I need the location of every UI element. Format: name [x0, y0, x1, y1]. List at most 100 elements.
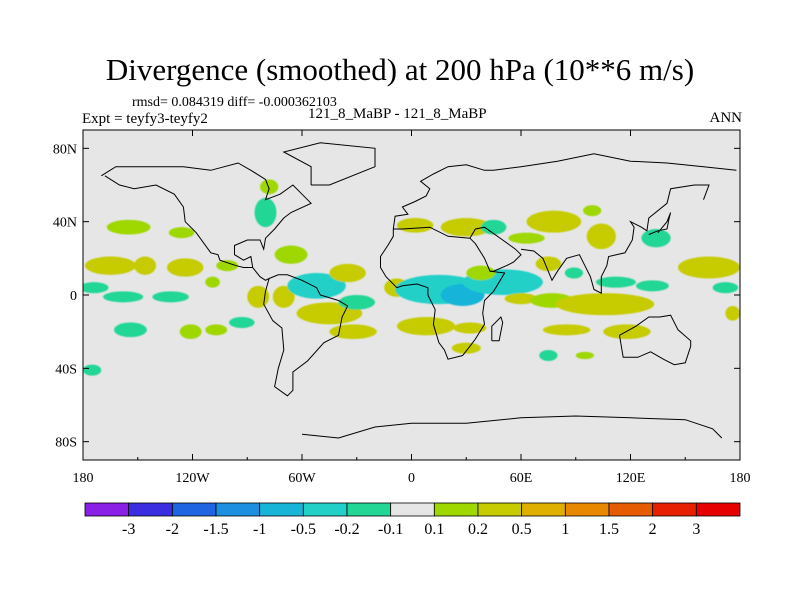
coastline — [520, 184, 710, 295]
colorbar-swatch — [84, 502, 130, 517]
colorbar-label: -2 — [166, 521, 179, 538]
colorbar-swatch — [433, 502, 479, 517]
colorbar-swatch — [390, 502, 435, 517]
anomaly-contour — [595, 276, 636, 288]
anomaly-contour — [635, 280, 669, 292]
anomaly-contour — [586, 223, 616, 250]
anomaly-contour — [480, 219, 507, 235]
anomaly-contour — [260, 179, 279, 195]
x-tick-label: 120E — [616, 471, 646, 486]
anomaly-contour — [466, 265, 496, 281]
colorbar-label: 0.1 — [424, 521, 444, 538]
anomaly-contour — [152, 291, 189, 303]
anomaly-contour — [583, 205, 602, 217]
anomaly-contour — [641, 229, 671, 248]
colorbar-swatch — [521, 502, 566, 517]
coastline — [263, 274, 349, 397]
y-tick-label: 80N — [53, 142, 77, 157]
anomaly-contour — [451, 342, 481, 354]
case-label: 121_8_MaBP - 121_8_MaBP — [308, 106, 487, 122]
coastline — [104, 175, 253, 268]
anomaly-contour — [84, 256, 136, 275]
experiment-label: Expt = teyfy3-teyfy2 — [82, 111, 208, 127]
chart-title: Divergence (smoothed) at 200 hPa (10**6 … — [105, 52, 695, 87]
colorbar-label: 1 — [561, 521, 569, 538]
x-tick-label: 180 — [73, 471, 94, 486]
colorbar-label: -0.1 — [378, 521, 403, 538]
coastline — [392, 153, 737, 230]
anomaly-contour — [254, 197, 277, 228]
anomaly-contour — [329, 263, 366, 283]
colorbar-label: 1.5 — [599, 521, 619, 538]
anomaly-contour — [396, 218, 434, 233]
anomaly-contour — [677, 256, 740, 279]
anomaly-contour — [725, 306, 740, 321]
anomaly-contour — [287, 273, 346, 299]
y-tick-label: 0 — [70, 289, 77, 304]
colorbar-label: -1.5 — [203, 521, 228, 538]
anomaly-contour — [575, 351, 594, 360]
anomaly-contour — [508, 232, 545, 244]
anomaly-contour — [539, 350, 558, 361]
y-tick-label: 80S — [55, 436, 77, 451]
colorbar-swatch — [608, 502, 654, 517]
colorbar-label: 3 — [692, 521, 700, 538]
anomaly-contour — [134, 256, 156, 275]
anomaly-contour — [542, 324, 591, 336]
y-tick-label: 40S — [55, 362, 77, 377]
stats-label: rmsd= 0.084319 diff= -0.000362103 — [132, 95, 337, 110]
anomaly-contour — [535, 256, 562, 272]
coastline — [648, 212, 672, 235]
colorbar-label: -0.2 — [334, 521, 359, 538]
anomaly-contour — [329, 324, 377, 339]
coastline — [101, 162, 312, 281]
colorbar-swatch — [128, 502, 173, 517]
colorbar-swatch — [259, 502, 304, 517]
coastline — [301, 415, 723, 439]
colorbar-swatch — [171, 502, 217, 517]
coastline — [619, 314, 692, 366]
anomaly-contour — [103, 291, 144, 303]
anomaly-contour — [338, 295, 375, 310]
anomaly-contour — [114, 322, 147, 338]
anomaly-contour — [555, 293, 655, 316]
anomaly-contour — [712, 282, 739, 294]
colorbar-label: -1 — [253, 521, 266, 538]
colorbar-label: -0.5 — [291, 521, 316, 538]
coastline — [469, 226, 522, 272]
anomaly-contour — [166, 258, 204, 277]
y-tick-label: 40N — [53, 216, 77, 231]
colorbar-swatch — [302, 502, 348, 517]
anomaly-contour — [526, 210, 582, 233]
anomaly-contour — [453, 322, 487, 334]
colorbar-swatch — [652, 502, 697, 517]
anomaly-contour — [272, 285, 295, 308]
anomaly-contour — [83, 364, 102, 376]
anomaly-contour — [106, 219, 151, 235]
colorbar-swatch — [346, 502, 392, 517]
colorbar-label: -3 — [122, 521, 135, 538]
coastline — [282, 142, 376, 186]
anomaly-contour — [229, 317, 255, 328]
anomaly-contour — [205, 324, 228, 336]
x-tick-label: 120W — [175, 471, 210, 486]
coastline — [491, 316, 504, 342]
anomaly-contour — [274, 245, 308, 264]
colorbar-swatch — [564, 502, 610, 517]
x-tick-label: 60E — [510, 471, 533, 486]
anomaly-contour — [396, 317, 456, 336]
x-tick-label: 60W — [288, 471, 316, 486]
season-label: ANN — [709, 110, 743, 126]
colorbar-swatch — [215, 502, 261, 517]
colorbar-label: 0.2 — [468, 521, 488, 538]
anomaly-contour — [168, 227, 195, 239]
colorbar-label: 0.5 — [512, 521, 532, 538]
anomaly-contour — [205, 276, 220, 288]
anomaly-contour — [564, 267, 584, 279]
anomaly-contour — [440, 218, 492, 237]
x-tick-label: 180 — [730, 471, 751, 486]
anomaly-contour — [504, 293, 538, 305]
coastline — [380, 226, 506, 360]
anomaly-contour — [83, 282, 109, 294]
